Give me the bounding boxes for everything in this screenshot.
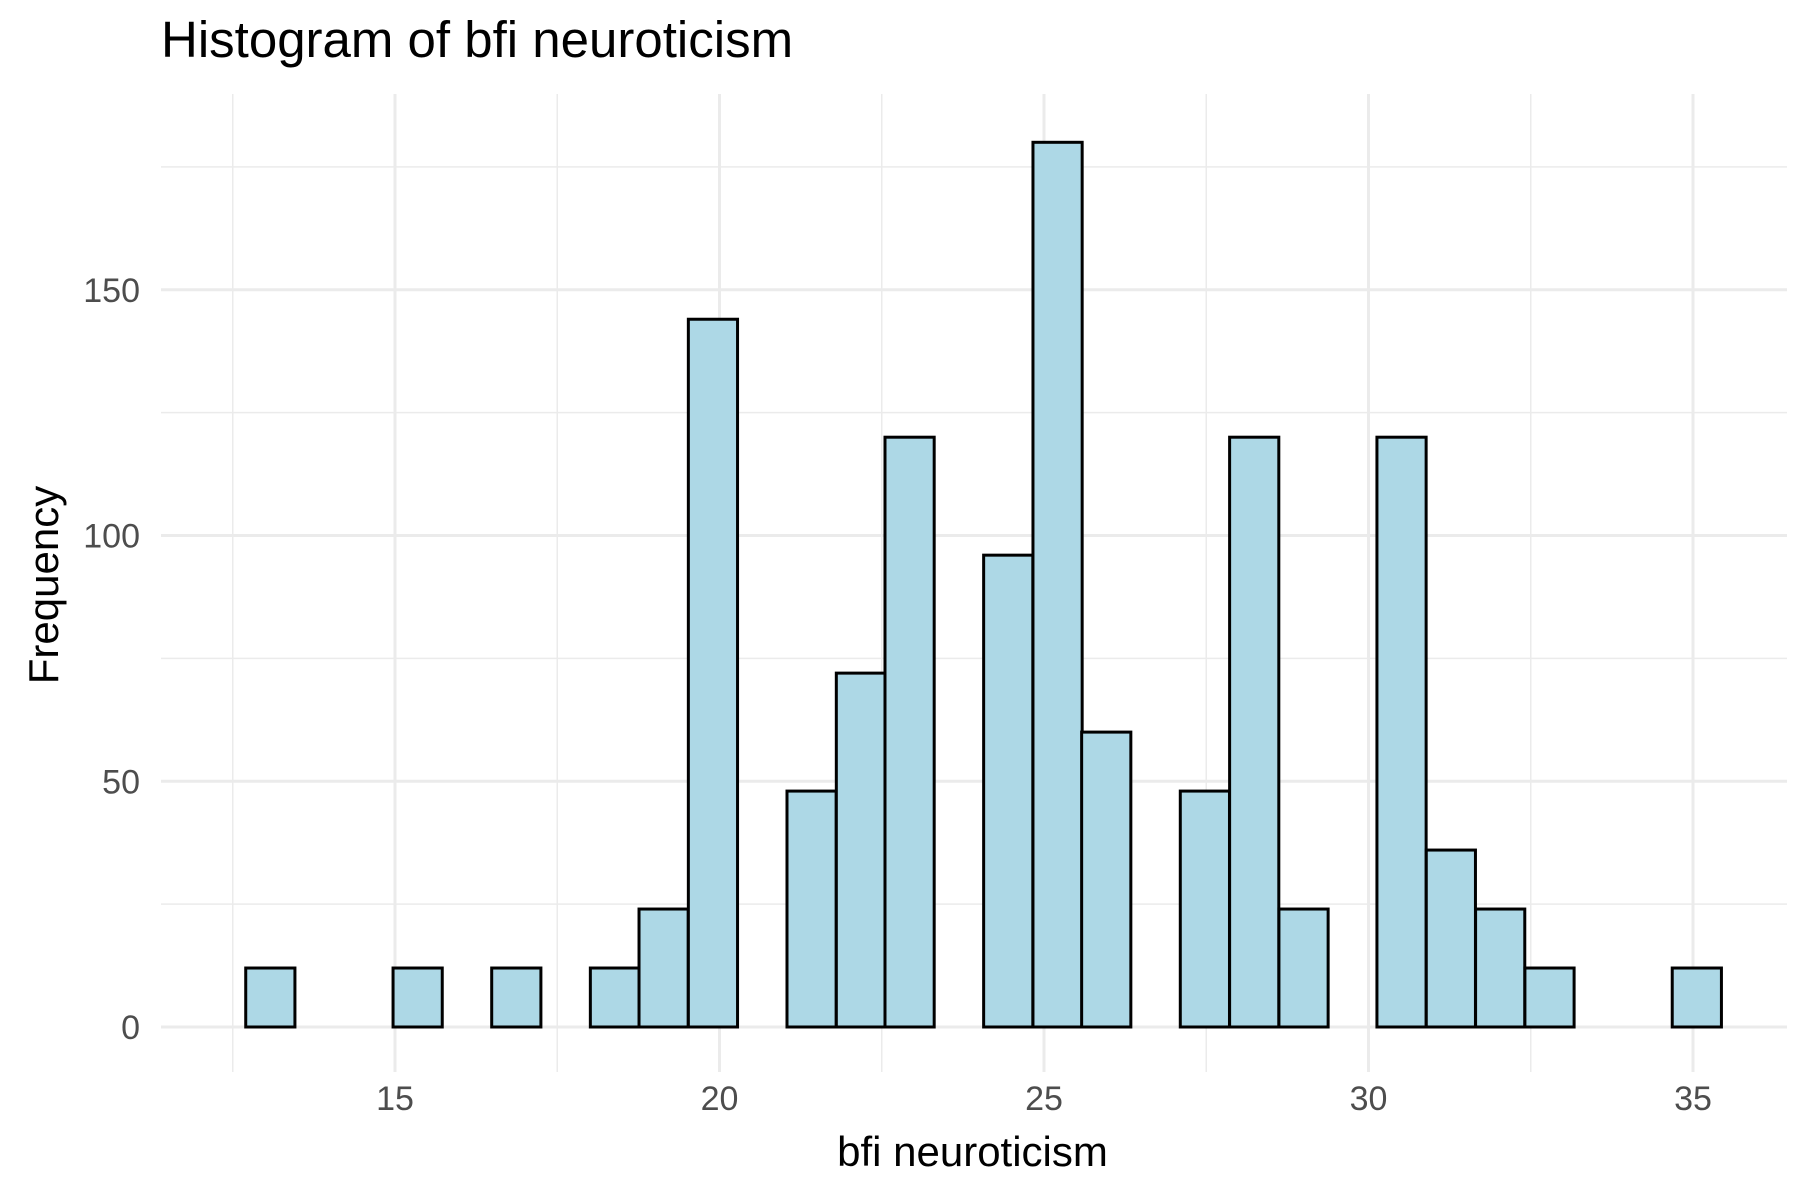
histogram-bar bbox=[391, 966, 444, 1029]
histogram-bar bbox=[1277, 907, 1330, 1029]
y-tick-label: 50 bbox=[102, 763, 140, 801]
x-tick-label: 30 bbox=[1350, 1080, 1388, 1118]
y-tick-label: 0 bbox=[121, 1009, 140, 1047]
x-tick-label: 35 bbox=[1674, 1080, 1712, 1118]
histogram-bar bbox=[982, 553, 1035, 1029]
histogram-bar bbox=[686, 317, 740, 1029]
major-gridlines bbox=[161, 94, 1787, 1072]
x-tick-label: 15 bbox=[376, 1080, 414, 1118]
chart-title: Histogram of bfi neuroticism bbox=[161, 11, 794, 68]
y-tick-labels: 0 50 100 150 bbox=[83, 272, 140, 1047]
x-tick-label: 20 bbox=[701, 1080, 739, 1118]
histogram-bar bbox=[1474, 907, 1527, 1029]
histogram-bar bbox=[244, 966, 297, 1029]
histogram-bar bbox=[1424, 848, 1477, 1029]
histogram-bar bbox=[1523, 966, 1576, 1029]
x-tick-label: 25 bbox=[1025, 1080, 1063, 1118]
y-axis-title: Frequency bbox=[20, 485, 67, 685]
histogram-bar bbox=[834, 671, 888, 1029]
histogram-bar bbox=[588, 966, 642, 1029]
histogram-bar bbox=[490, 966, 543, 1029]
histogram-bar bbox=[1228, 435, 1281, 1029]
histogram-bar bbox=[785, 789, 838, 1029]
y-tick-label: 150 bbox=[83, 272, 140, 310]
histogram-bar bbox=[1375, 435, 1428, 1029]
histogram-bar bbox=[1670, 966, 1723, 1029]
histogram-bars bbox=[244, 140, 1723, 1029]
y-tick-label: 100 bbox=[83, 518, 140, 556]
histogram-bar bbox=[1178, 789, 1231, 1029]
x-axis-title: bfi neuroticism bbox=[837, 1128, 1108, 1175]
histogram-bar bbox=[883, 435, 936, 1029]
x-tick-labels: 15 20 25 30 35 bbox=[376, 1080, 1712, 1118]
histogram-bar bbox=[637, 907, 690, 1029]
histogram-bar bbox=[1080, 730, 1133, 1029]
histogram-bar bbox=[1031, 140, 1084, 1029]
minor-gridlines bbox=[161, 94, 1787, 1072]
